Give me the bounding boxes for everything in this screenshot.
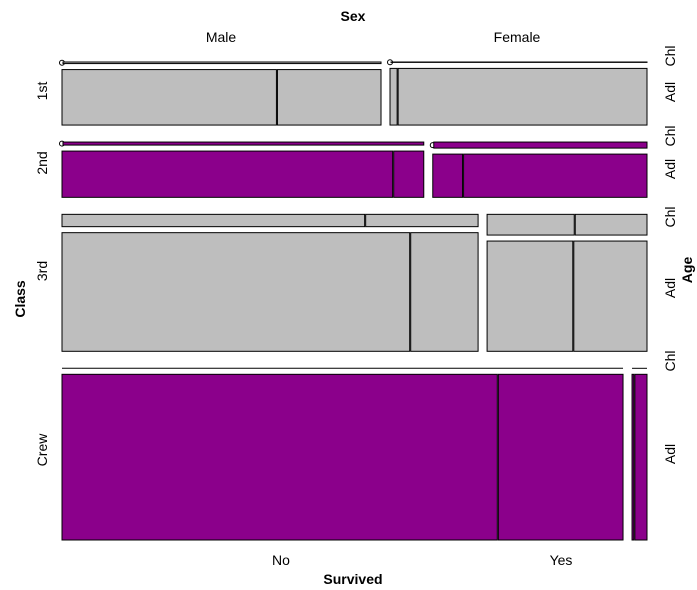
cell-3rd-female-adl-no [486,240,574,352]
age-level-adl-crew: Adl [662,444,678,464]
age-level-adl-2nd: Adl [662,159,678,179]
cell-2nd-male-chl-yes [62,141,425,146]
age-level-chl-3rd: Chl [662,206,678,227]
right-variable-label: Age [679,257,695,284]
sex-level-female: Female [494,29,541,45]
cell-2nd-female-adl-yes [463,153,648,198]
cell-1st-male-adl-yes [276,69,382,126]
class-level-1st: 1st [34,82,50,101]
cell-3rd-male-adl-yes [410,232,479,352]
cell-2nd-male-adl-yes [393,150,425,198]
cell-3rd-male-chl-yes [365,213,479,228]
cell-3rd-female-chl-yes [574,213,648,236]
class-level-crew: Crew [34,433,50,467]
survived-level-no: No [272,552,290,568]
left-variable-label: Class [12,280,28,318]
cell-3rd-male-chl-no [61,213,366,228]
cell-1st-male-adl-no [61,69,277,126]
cell-crew-female-adl-no [631,373,635,541]
survived-level-yes: Yes [550,552,573,568]
age-level-adl-3rd: Adl [662,278,678,298]
cell-3rd-female-adl-yes [573,240,648,352]
cell-1st-male-chl-yes [62,61,382,65]
age-level-chl-crew: Chl [662,350,678,371]
cell-3rd-female-chl-no [486,213,575,236]
cell-2nd-female-chl-yes [433,141,648,149]
cell-3rd-male-adl-no [61,232,411,352]
class-level-3rd: 3rd [34,261,50,281]
sex-level-male: Male [206,29,237,45]
age-level-chl-2nd: Chl [662,125,678,146]
cell-2nd-male-adl-no [61,150,394,198]
bottom-variable-label: Survived [323,571,382,587]
mosaic-cells [59,59,648,541]
cell-crew-male-adl-yes [497,373,624,541]
cell-crew-male-adl-no [61,373,498,541]
cell-1st-female-adl-no [389,67,398,126]
cell-2nd-female-adl-no [432,153,464,198]
class-level-2nd: 2nd [34,151,50,174]
cell-crew-female-adl-yes [634,373,648,541]
age-level-adl-1st: Adl [662,82,678,102]
top-variable-label: Sex [341,8,366,24]
age-level-chl-1st: Chl [662,45,678,66]
cell-1st-female-adl-yes [397,67,648,126]
